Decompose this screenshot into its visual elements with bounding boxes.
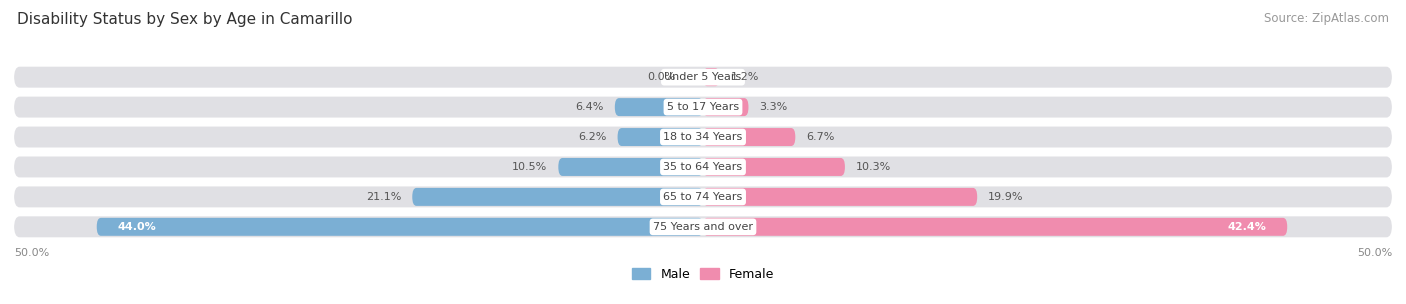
Text: Under 5 Years: Under 5 Years	[665, 72, 741, 82]
Text: 50.0%: 50.0%	[1357, 248, 1392, 258]
Text: 1.2%: 1.2%	[731, 72, 759, 82]
FancyBboxPatch shape	[703, 98, 748, 116]
Text: 75 Years and over: 75 Years and over	[652, 222, 754, 232]
Text: 44.0%: 44.0%	[117, 222, 156, 232]
FancyBboxPatch shape	[14, 67, 1392, 88]
Text: 6.2%: 6.2%	[578, 132, 606, 142]
FancyBboxPatch shape	[14, 126, 1392, 147]
FancyBboxPatch shape	[14, 97, 1392, 118]
FancyBboxPatch shape	[703, 158, 845, 176]
Text: 18 to 34 Years: 18 to 34 Years	[664, 132, 742, 142]
Text: Source: ZipAtlas.com: Source: ZipAtlas.com	[1264, 12, 1389, 25]
Legend: Male, Female: Male, Female	[627, 263, 779, 286]
FancyBboxPatch shape	[14, 157, 1392, 178]
FancyBboxPatch shape	[14, 186, 1392, 207]
Text: 6.4%: 6.4%	[575, 102, 603, 112]
Text: 0.0%: 0.0%	[647, 72, 675, 82]
FancyBboxPatch shape	[412, 188, 703, 206]
FancyBboxPatch shape	[614, 98, 703, 116]
FancyBboxPatch shape	[703, 188, 977, 206]
Text: Disability Status by Sex by Age in Camarillo: Disability Status by Sex by Age in Camar…	[17, 12, 353, 27]
Text: 5 to 17 Years: 5 to 17 Years	[666, 102, 740, 112]
Text: 35 to 64 Years: 35 to 64 Years	[664, 162, 742, 172]
Text: 10.5%: 10.5%	[512, 162, 547, 172]
Text: 21.1%: 21.1%	[366, 192, 401, 202]
FancyBboxPatch shape	[703, 218, 1288, 236]
FancyBboxPatch shape	[97, 218, 703, 236]
FancyBboxPatch shape	[558, 158, 703, 176]
FancyBboxPatch shape	[14, 216, 1392, 237]
Text: 50.0%: 50.0%	[14, 248, 49, 258]
Text: 3.3%: 3.3%	[759, 102, 787, 112]
FancyBboxPatch shape	[703, 128, 796, 146]
Text: 19.9%: 19.9%	[988, 192, 1024, 202]
Text: 10.3%: 10.3%	[856, 162, 891, 172]
FancyBboxPatch shape	[703, 68, 720, 86]
Text: 42.4%: 42.4%	[1227, 222, 1267, 232]
FancyBboxPatch shape	[617, 128, 703, 146]
Text: 65 to 74 Years: 65 to 74 Years	[664, 192, 742, 202]
Text: 6.7%: 6.7%	[807, 132, 835, 142]
